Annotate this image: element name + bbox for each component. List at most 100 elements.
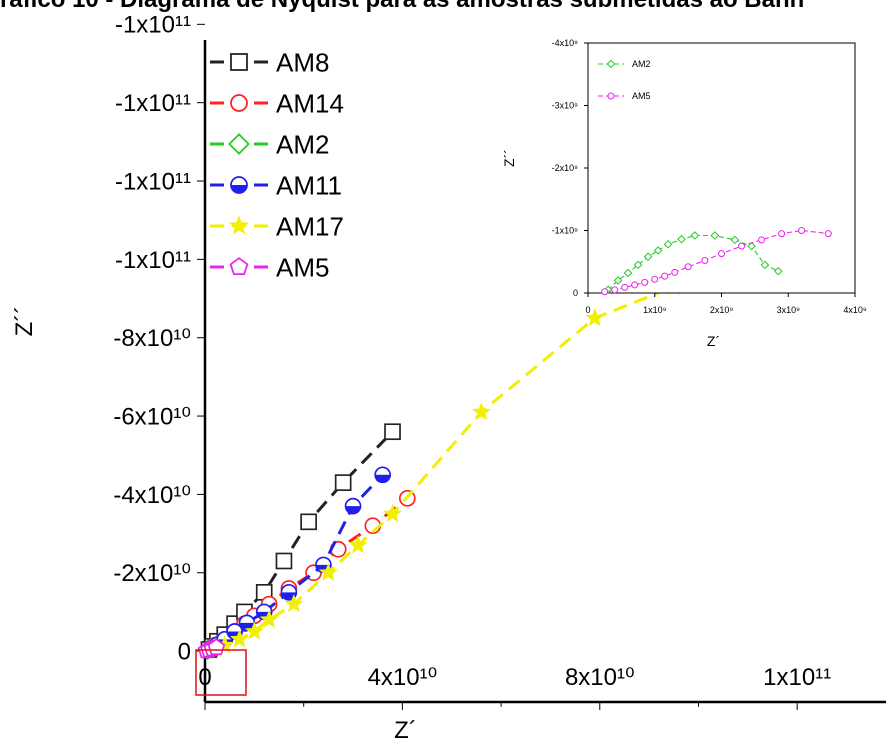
- inset-point-am2-7: [677, 234, 686, 244]
- inset-point-am2-2: [623, 268, 633, 278]
- main-point-am11-8: [344, 497, 362, 515]
- main-legend-item-am8: AM8: [210, 47, 329, 77]
- inset-x-tick-label-4: 4x10⁹: [843, 305, 867, 315]
- inset-legend-label-am5: AM5: [632, 91, 651, 101]
- inset-legend-item-am2: AM2: [598, 59, 651, 69]
- inset-point-am5-14: [798, 227, 806, 234]
- main-legend-label-am11: AM11: [276, 170, 342, 200]
- inset-point-am5-13: [778, 230, 786, 238]
- inset-point-am5-1: [611, 286, 619, 294]
- main-point-am17-2: [230, 629, 250, 648]
- inset-point-am5-6: [661, 272, 669, 280]
- main-y-tick-label-6: -1x10¹¹: [115, 168, 191, 195]
- main-point-am17-5: [284, 594, 304, 613]
- inset-y-axis-label: Z´´: [501, 149, 517, 167]
- inset-x-tick-label-3: 3x10⁹: [777, 305, 801, 315]
- inset-point-am5-2: [621, 283, 629, 291]
- main-legend-marker-am2: [228, 133, 250, 155]
- inset-y-tick-label-3: -3x10⁹: [552, 101, 579, 111]
- main-x-tick-label-2: 8x10¹⁰: [565, 664, 635, 691]
- main-point-am8-7: [275, 552, 293, 570]
- inset-point-am2-6: [663, 239, 673, 249]
- main-legend-item-am11: AM11: [210, 170, 342, 200]
- inset-point-am5-12: [758, 236, 766, 244]
- main-point-am17-9: [471, 402, 491, 421]
- main-y-axis-label: Z´´: [11, 306, 38, 337]
- main-point-am8-9: [334, 474, 352, 491]
- inset-point-am2-13: [773, 266, 783, 276]
- main-x-tick-label-1: 4x10¹⁰: [368, 664, 438, 691]
- main-legend-marker-am17: [228, 215, 250, 235]
- inset-x-tick-label-2: 2x10⁹: [710, 305, 734, 315]
- inset-legend-item-am5: AM5: [598, 91, 651, 101]
- main-legend-marker-am14: [230, 94, 248, 112]
- inset-y-tick-label-2: -2x10⁹: [552, 163, 579, 173]
- inset-point-am5-5: [651, 275, 659, 283]
- inset-legend-marker-am5: [607, 92, 615, 100]
- inset-y-tick-label-1: -1x10⁹: [552, 226, 579, 236]
- main-x-tick-label-3: 1x10¹¹: [763, 664, 831, 691]
- inset-point-am2-3: [633, 260, 643, 270]
- inset-point-am5-7: [671, 268, 679, 276]
- main-legend-marker-am8: [230, 53, 248, 71]
- inset-legend-marker-am2: [606, 59, 616, 69]
- inset-point-am5-3: [631, 281, 639, 289]
- main-y-tick-label-8: -1x10¹¹: [115, 12, 191, 39]
- inset-chart: 0 1x10⁹ 2x10⁹ 3x10⁹ 4x10⁹ 0 -1x10⁹ -2x10⁹ -3x10⁹…: [501, 38, 867, 349]
- main-y-tick-label-1: -2x10¹⁰: [113, 560, 191, 587]
- inset-point-am5-4: [641, 278, 649, 286]
- main-y-tick-label-3: -6x10¹⁰: [113, 403, 191, 430]
- main-x-axis-label: Z´: [394, 717, 417, 742]
- main-point-am17-4: [259, 609, 279, 628]
- main-series-am8: [200, 423, 401, 658]
- inset-x-tick-label-0: 0: [585, 305, 590, 315]
- inset-point-am2-11: [747, 241, 756, 251]
- inset-line-am5: [604, 229, 829, 293]
- inset-y-tick-label-4: -4x10⁹: [552, 38, 579, 48]
- main-series-am11: [201, 466, 391, 658]
- main-legend: AM8 AM14 AM2 AM11 AM17 AM5: [210, 47, 344, 282]
- inset-point-am5-15: [824, 230, 832, 238]
- main-point-am8-10: [384, 423, 401, 441]
- main-point-am17-6: [318, 562, 338, 581]
- main-point-am17-3: [244, 621, 264, 640]
- main-legend-label-am8: AM8: [276, 47, 329, 77]
- main-legend-label-am2: AM2: [276, 129, 329, 159]
- main-legend-marker-am11: [230, 176, 248, 194]
- main-legend-label-am5: AM5: [276, 252, 329, 282]
- inset-legend: AM2 AM5: [598, 59, 651, 101]
- main-legend-label-am14: AM14: [276, 88, 344, 118]
- inset-point-am2-9: [710, 231, 720, 240]
- figure-caption: ráfico 10 - Diagrama de Nyquist para as …: [0, 0, 886, 14]
- main-legend-marker-am5: [229, 257, 249, 276]
- main-x-tick-label-0: 0: [198, 664, 211, 691]
- zoom-region-box: [195, 649, 247, 696]
- main-point-am17-8: [383, 503, 403, 523]
- main-point-am8-8: [300, 513, 317, 531]
- main-y-tick-label-5: -1x10¹¹: [115, 247, 191, 274]
- inset-point-am2-1: [613, 276, 623, 285]
- inset-x-axis-label: Z´: [707, 333, 720, 349]
- inset-point-am2-8: [690, 231, 700, 240]
- inset-series-am2: [603, 231, 783, 295]
- main-point-am11-4: [238, 614, 256, 632]
- inset-point-am2-5: [653, 246, 663, 255]
- inset-y-tick-label-0: 0: [573, 288, 578, 298]
- main-y-tick-label-7: -1x10¹¹: [115, 90, 191, 117]
- main-legend-item-am14: AM14: [210, 88, 344, 118]
- inset-legend-label-am2: AM2: [632, 59, 651, 69]
- main-legend-item-am5: AM5: [210, 252, 329, 282]
- main-point-am11-9: [374, 466, 391, 484]
- inset-point-am5-9: [701, 257, 709, 264]
- main-y-tick-label-0: 0: [178, 638, 191, 665]
- inset-point-am5-11: [738, 242, 746, 250]
- main-legend-label-am17: AM17: [276, 211, 344, 241]
- inset-point-am5-10: [718, 250, 725, 258]
- main-legend-item-am2: AM2: [210, 129, 329, 159]
- inset-x-tick-label-1: 1x10⁹: [643, 305, 667, 315]
- main-y-tick-label-2: -4x10¹⁰: [113, 482, 191, 509]
- inset-point-am5-0: [601, 288, 609, 296]
- inset-point-am2-12: [760, 260, 770, 270]
- main-y-tick-label-4: -8x10¹⁰: [113, 325, 191, 352]
